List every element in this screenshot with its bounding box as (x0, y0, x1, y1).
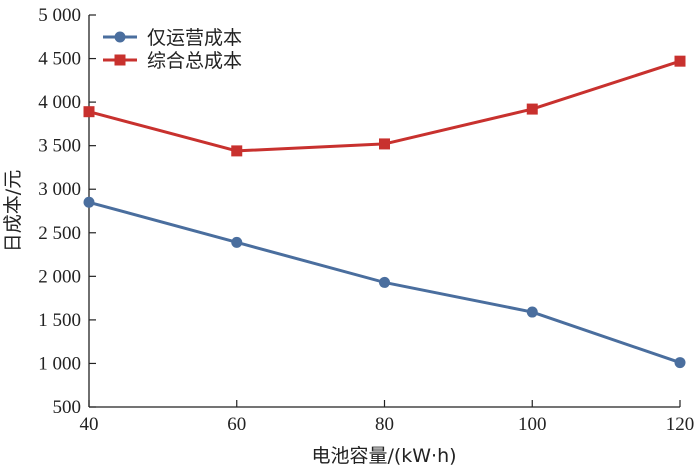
x-tick-label: 120 (666, 414, 695, 435)
series-line-2 (88, 59, 681, 153)
y-tick-label: 3 500 (38, 136, 81, 157)
y-tick-label: 2 500 (38, 223, 81, 244)
data-point (526, 306, 538, 318)
y-tick-label: 1 500 (38, 310, 81, 331)
y-tick-label: 1 000 (38, 353, 81, 374)
legend-label: 仅运营成本 (147, 27, 242, 49)
y-tick-label: 4 000 (38, 92, 81, 113)
legend-marker (114, 54, 126, 66)
data-point (674, 55, 686, 67)
data-point (83, 196, 95, 208)
y-tick-label: 4 500 (38, 49, 81, 70)
x-axis-label: 电池容量/(kW·h) (311, 445, 456, 467)
data-point (526, 103, 538, 115)
data-point (231, 236, 243, 248)
ticks: 500 1 000 1 500 2 000 2 500 3 000 3 500 4 000 4 … (38, 5, 694, 435)
data-point (231, 145, 243, 157)
x-tick-label: 60 (227, 414, 246, 435)
legend-label: 综合总成本 (147, 50, 242, 72)
legend-marker (114, 31, 126, 43)
x-tick-label: 80 (375, 414, 394, 435)
data-point (83, 106, 95, 118)
axes (88, 15, 680, 408)
series-group (83, 55, 686, 369)
y-tick-label: 2 000 (38, 266, 81, 287)
y-axis-label: 日成本/元 (2, 170, 24, 252)
y-tick-label: 5 000 (38, 5, 81, 26)
x-tick-label: 40 (80, 414, 99, 435)
y-tick-label: 3 000 (38, 179, 81, 200)
y-tick-label: 500 (53, 397, 82, 418)
x-tick-label: 100 (518, 414, 547, 435)
data-point (674, 357, 686, 369)
data-point (379, 138, 390, 150)
data-point (379, 276, 390, 288)
